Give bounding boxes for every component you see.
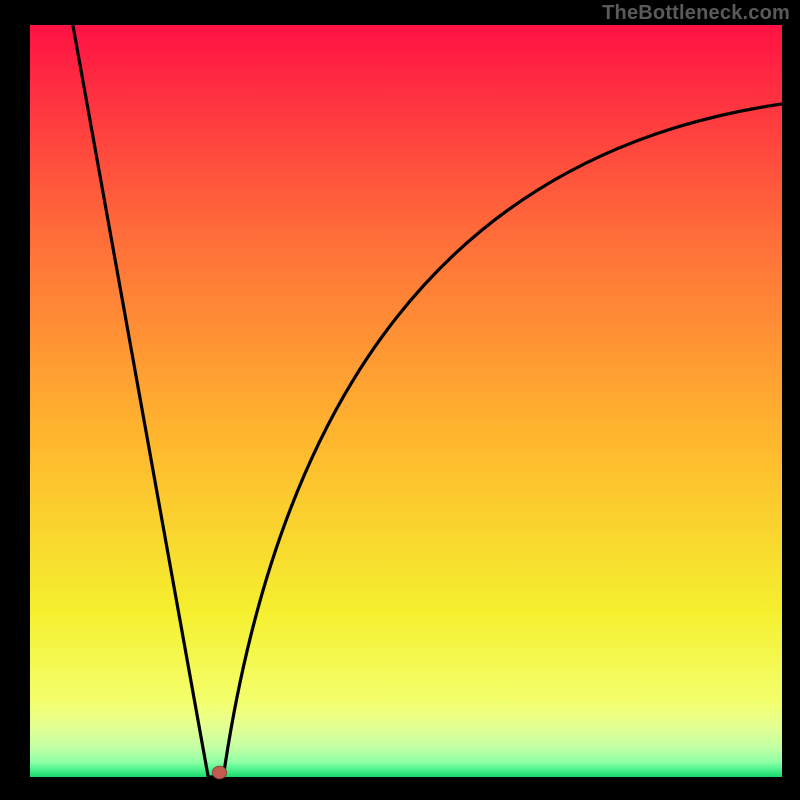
watermark-text: TheBottleneck.com [602,2,790,25]
plot-gradient-area [30,25,782,777]
